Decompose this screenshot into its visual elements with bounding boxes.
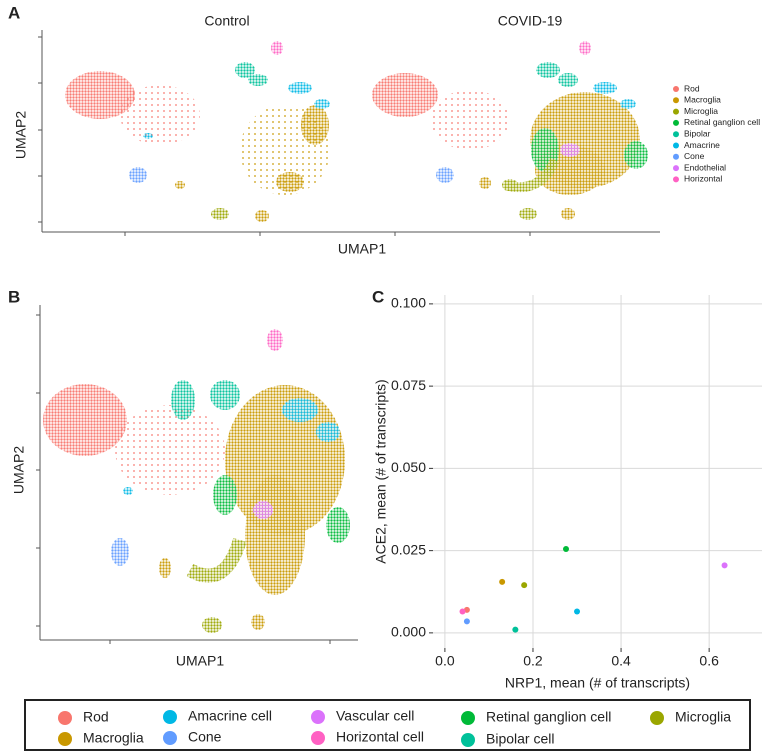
panel-label: B xyxy=(8,287,20,306)
umap-control xyxy=(65,41,330,222)
axis-label: ACE2, mean (# of transcripts) xyxy=(373,379,389,563)
data-point xyxy=(463,618,470,625)
legend-label: Microglia xyxy=(675,709,731,725)
legend-marker xyxy=(673,176,679,183)
legend-marker xyxy=(673,86,679,92)
legend-marker xyxy=(311,710,325,724)
legend-marker xyxy=(163,731,177,745)
legend-marker xyxy=(673,165,679,172)
panel-label: C xyxy=(372,287,384,306)
y-tick-label: 0.000 xyxy=(391,624,426,640)
legend-label: Macroglia xyxy=(83,730,144,746)
legend-marker xyxy=(311,731,325,745)
umap-covid xyxy=(372,41,648,220)
legend-label: Horizontal xyxy=(684,174,722,184)
legend-marker xyxy=(58,732,72,746)
legend-label: Vascular cell xyxy=(336,708,414,724)
legend-label: Horizontal cell xyxy=(336,729,424,745)
legend-label: Cone xyxy=(188,729,222,745)
legend-box xyxy=(24,699,751,751)
x-tick-label: 0.0 xyxy=(435,653,455,669)
data-point xyxy=(563,545,570,552)
data-point xyxy=(512,626,519,633)
legend-label: Amacrine cell xyxy=(188,708,272,724)
axis-ticks xyxy=(36,314,331,644)
data-point xyxy=(499,578,506,585)
x-tick-label: 0.6 xyxy=(699,653,719,669)
legend-marker xyxy=(58,711,72,725)
axis-label: UMAP1 xyxy=(338,241,386,257)
legend-label: Retinal ganglion cell xyxy=(486,709,611,725)
legend-label: Macroglia xyxy=(684,95,721,105)
legend-marker xyxy=(673,142,679,149)
x-tick-label: 0.2 xyxy=(523,653,543,669)
data-point xyxy=(574,608,581,615)
legend-label: Bipolar xyxy=(684,128,711,138)
data-point xyxy=(721,562,728,569)
axis-label: UMAP2 xyxy=(13,111,29,159)
data-point xyxy=(459,608,466,615)
legend-label: Cone xyxy=(684,151,705,161)
plot-area xyxy=(433,295,762,648)
legend-marker xyxy=(673,153,679,160)
axis-label: UMAP1 xyxy=(176,653,224,669)
y-tick-label: 0.025 xyxy=(391,541,426,557)
y-tick-label: 0.075 xyxy=(391,377,426,393)
axis-ticks xyxy=(38,36,531,236)
legend-label: Microglia xyxy=(684,106,718,116)
legend-marker xyxy=(673,131,679,138)
y-tick-label: 0.050 xyxy=(391,459,426,475)
legend-marker xyxy=(650,711,664,725)
panel-title: COVID-19 xyxy=(498,13,563,29)
panel-label: A xyxy=(8,3,20,22)
legend-marker xyxy=(461,711,475,725)
legend-label: Bipolar cell xyxy=(486,731,554,747)
legend: Rod Macroglia Amacrine cell Cone Vascular ce… xyxy=(58,708,731,747)
data-point xyxy=(521,582,528,589)
y-tick-label: 0.100 xyxy=(391,295,426,311)
legend-marker xyxy=(163,710,177,724)
legend-label: Rod xyxy=(83,709,109,725)
legend-label: Amacrine xyxy=(684,140,720,150)
legend-label: Rod xyxy=(684,83,700,93)
legend-label: Endothelial xyxy=(684,162,726,172)
scatter-plot: 0.000 0.025 0.050 0.075 0.100 0.0 0.2 0.4 0.6 NRP… xyxy=(373,295,762,691)
umap-combined xyxy=(43,329,350,633)
axis-label: UMAP2 xyxy=(11,446,27,494)
legend-marker xyxy=(673,119,679,126)
x-tick-label: 0.4 xyxy=(611,653,631,669)
legend-marker xyxy=(673,108,679,115)
legend-marker xyxy=(673,97,679,104)
legend-label: Retinal ganglion cell xyxy=(684,117,760,127)
legend-marker xyxy=(461,733,475,747)
axis-label: NRP1, mean (# of transcripts) xyxy=(505,675,690,691)
panel-title: Control xyxy=(204,13,249,29)
